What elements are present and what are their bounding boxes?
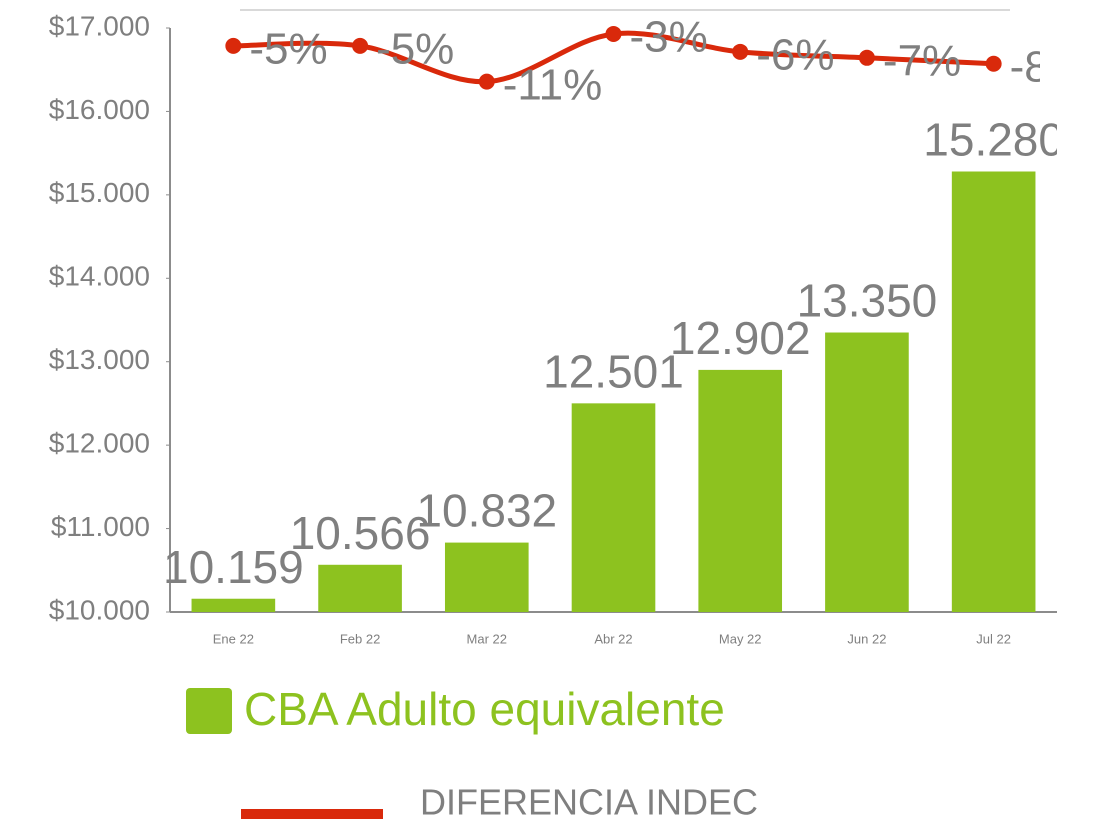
line-point	[478, 73, 495, 90]
y-tick-label: $15.000	[49, 177, 150, 208]
line-point	[985, 55, 1002, 72]
line-value-label: -7%	[883, 36, 961, 85]
y-tick-label: $17.000	[49, 10, 150, 41]
line-value-label: -5%	[376, 25, 454, 74]
line-value-label: -6%	[756, 30, 834, 79]
bar-value-label: 12.501	[543, 346, 684, 398]
line-point	[352, 37, 369, 54]
line-point	[225, 37, 242, 54]
legend: CBA Adulto equivalente DIFERENCIA INDEC	[186, 683, 758, 823]
x-tick-label: Jul 22	[976, 631, 1011, 646]
bar	[318, 564, 402, 612]
bar	[698, 369, 783, 612]
bar-value-label: 10.832	[416, 485, 557, 537]
line-group	[225, 25, 1002, 90]
legend-swatch	[241, 809, 383, 819]
x-tick-label: Ene 22	[213, 631, 254, 646]
y-tick-label: $10.000	[49, 594, 150, 625]
bar-value-label: 15.280	[923, 114, 1064, 166]
bar	[444, 542, 529, 612]
line-label-group: -5% -5% -11% -3% -6% -7% -8%	[249, 13, 1088, 110]
line-value-label: -5%	[249, 25, 327, 74]
y-tick-label: $12.000	[49, 428, 150, 459]
y-tick-label: $16.000	[49, 94, 150, 125]
line-point	[858, 49, 875, 66]
x-tick-label: May 22	[719, 631, 762, 646]
y-tick-label: $13.000	[49, 344, 150, 375]
bar-value-label: 10.566	[290, 507, 431, 559]
bar-value-label: 10.159	[163, 541, 304, 593]
y-tick-label: $14.000	[49, 261, 150, 292]
bar	[571, 403, 656, 612]
line-value-label: -3%	[630, 13, 708, 62]
bar-value-label: 12.902	[670, 312, 811, 364]
line-value-label: -11%	[503, 60, 602, 109]
x-tick-label: Abr 22	[594, 631, 632, 646]
line-point	[605, 25, 622, 42]
x-tick-label: Feb 22	[340, 631, 380, 646]
bar	[825, 332, 909, 612]
bar	[191, 598, 276, 612]
x-tick-label: Jun 22	[847, 631, 886, 646]
legend-label: CBA Adulto equivalente	[244, 683, 725, 735]
y-tick-label: $11.000	[51, 511, 150, 542]
bar-group	[191, 171, 1036, 613]
line-value-label: -8%	[1010, 42, 1088, 91]
x-tick-label: Mar 22	[467, 631, 507, 646]
line-point	[732, 43, 749, 60]
legend-label: DIFERENCIA INDEC	[420, 782, 758, 823]
bar	[951, 171, 1036, 613]
bar-value-label: 13.350	[797, 275, 938, 327]
axis-group: $10.000 $11.000 $12.000 $13.000 $14.000 $15.0…	[49, 10, 1057, 646]
legend-swatch	[186, 688, 232, 734]
